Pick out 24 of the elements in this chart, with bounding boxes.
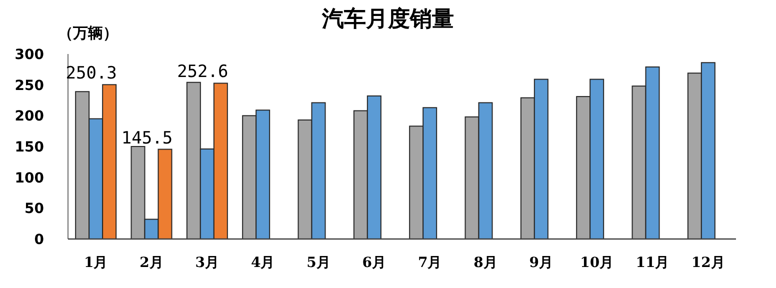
y-tick-label: 50 bbox=[24, 201, 44, 218]
x-tick-label: 8月 bbox=[474, 255, 498, 271]
x-tick-label: 1月 bbox=[84, 255, 108, 271]
x-tick-label: 9月 bbox=[529, 255, 554, 271]
y-tick-label: 100 bbox=[14, 170, 44, 186]
x-tick-label: 10月 bbox=[580, 255, 614, 271]
y-tick-label: 300 bbox=[14, 47, 44, 63]
x-tick-label: 6月 bbox=[362, 255, 386, 271]
chart-title: 汽车月度销量 bbox=[321, 6, 454, 32]
x-tick-label: 3月 bbox=[195, 255, 220, 271]
x-tick-label: 7月 bbox=[418, 255, 442, 271]
y-tick-label: 250 bbox=[14, 78, 44, 94]
data-label: 252.6 bbox=[177, 62, 228, 82]
y-tick-label: 0 bbox=[34, 232, 44, 248]
x-tick-label: 12月 bbox=[691, 255, 725, 271]
x-tick-label: 2月 bbox=[140, 255, 164, 271]
x-tick-label: 11月 bbox=[636, 255, 670, 271]
data-label: 145.5 bbox=[121, 128, 173, 148]
data-label: 250.3 bbox=[66, 64, 117, 84]
x-tick-label: 5月 bbox=[306, 255, 330, 271]
x-tick-label: 4月 bbox=[250, 255, 275, 271]
y-tick-label: 150 bbox=[14, 140, 44, 156]
y-axis-title: （万辆） bbox=[58, 24, 118, 42]
y-tick-label: 200 bbox=[14, 108, 44, 125]
